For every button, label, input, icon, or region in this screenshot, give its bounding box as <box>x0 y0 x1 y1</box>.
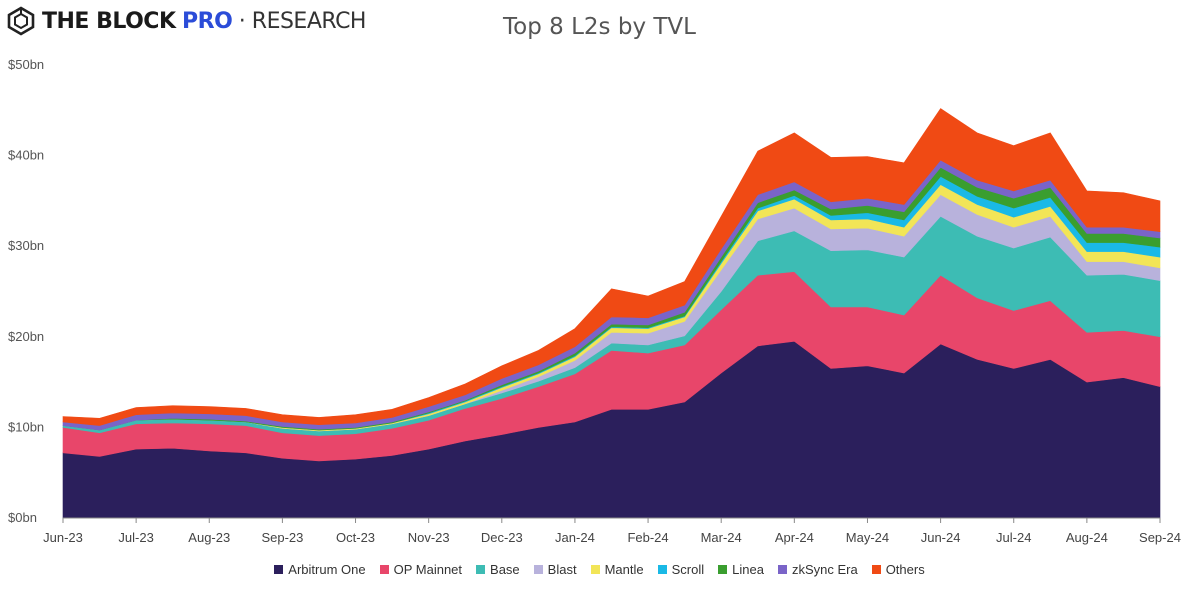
y-tick-label: $30bn <box>8 238 44 253</box>
x-tick-label: Jun-24 <box>921 530 961 545</box>
x-tick-label: Oct-23 <box>336 530 375 545</box>
x-tick-label: Jan-24 <box>555 530 595 545</box>
x-tick-label: Apr-24 <box>775 530 814 545</box>
legend-label: zkSync Era <box>791 562 858 577</box>
legend-swatch <box>379 565 389 574</box>
x-tick-label: Sep-23 <box>261 530 303 545</box>
legend-swatch <box>777 565 787 574</box>
x-tick-label: Jul-24 <box>996 530 1031 545</box>
legend-label: Linea <box>732 562 764 577</box>
x-tick-label: Sep-24 <box>1139 530 1181 545</box>
brand-separator: · <box>232 8 252 34</box>
x-tick-label: Aug-23 <box>188 530 230 545</box>
x-tick-label: Aug-24 <box>1066 530 1108 545</box>
legend-item-base: Base <box>476 562 520 577</box>
legend-label: Base <box>490 562 520 577</box>
x-tick-label: May-24 <box>846 530 889 545</box>
y-tick-label: $40bn <box>8 148 44 163</box>
legend-swatch <box>871 565 881 574</box>
brand-pro: PRO <box>182 8 233 34</box>
x-tick-label: Dec-23 <box>481 530 523 545</box>
legend-item-op-mainnet: OP Mainnet <box>379 562 463 577</box>
legend-label: Others <box>885 562 925 577</box>
x-tick-label: Mar-24 <box>701 530 742 545</box>
legend-swatch <box>718 565 728 574</box>
brand-header: THE BLOCK PRO · RESEARCH <box>6 6 366 36</box>
brand-name: THE BLOCK <box>42 8 176 34</box>
y-tick-label: $50bn <box>8 57 44 72</box>
legend-label: Mantle <box>604 562 644 577</box>
x-tick-label: Nov-23 <box>408 530 450 545</box>
the-block-logo-icon <box>7 6 35 36</box>
legend-swatch <box>476 565 486 574</box>
y-tick-label: $0bn <box>8 510 37 525</box>
legend-label: Blast <box>547 562 577 577</box>
brand-wordmark: THE BLOCK PRO · RESEARCH <box>42 9 366 34</box>
y-tick-label: $20bn <box>8 329 44 344</box>
area-series-others <box>62 108 1161 426</box>
legend-label: Arbitrum One <box>288 562 366 577</box>
legend-item-linea: Linea <box>718 562 764 577</box>
legend-swatch <box>533 565 543 574</box>
legend-item-scroll: Scroll <box>657 562 705 577</box>
legend-item-arbitrum-one: Arbitrum One <box>274 562 366 577</box>
legend-swatch <box>590 565 600 574</box>
legend-label: OP Mainnet <box>393 562 463 577</box>
chart-legend: Arbitrum One OP Mainnet Base Blast Mantle Scr… <box>0 562 1199 577</box>
legend-item-zksync-era: zkSync Era <box>777 562 858 577</box>
legend-swatch <box>657 565 667 574</box>
y-tick-label: $10bn <box>8 419 44 434</box>
legend-item-others: Others <box>871 562 925 577</box>
legend-item-mantle: Mantle <box>590 562 644 577</box>
legend-item-blast: Blast <box>533 562 577 577</box>
x-tick-label: Jul-23 <box>118 530 153 545</box>
legend-label: Scroll <box>671 562 705 577</box>
brand-research: RESEARCH <box>251 8 367 34</box>
legend-swatch <box>274 565 284 574</box>
chart-title: Top 8 L2s by TVL <box>503 14 696 40</box>
x-tick-label: Feb-24 <box>627 530 668 545</box>
x-tick-label: Jun-23 <box>43 530 83 545</box>
